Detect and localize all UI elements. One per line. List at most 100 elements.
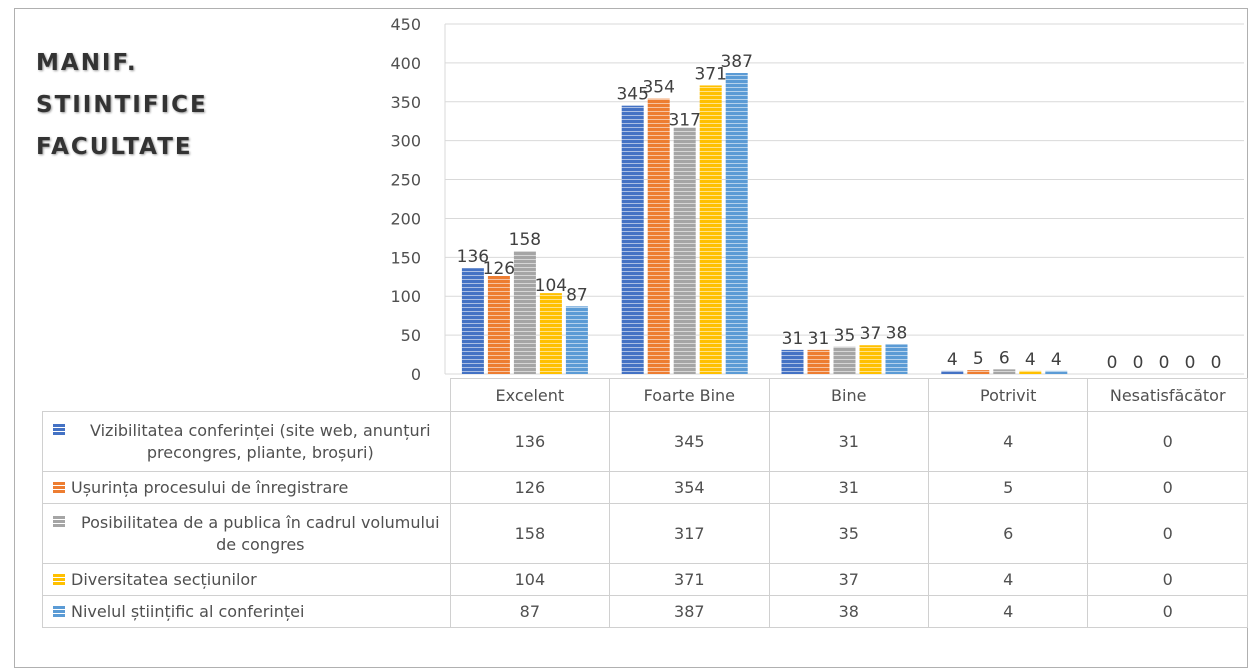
data-label: 345: [616, 85, 648, 105]
table-cell-value: 4: [927, 563, 1089, 596]
bar: [725, 73, 748, 374]
data-label: 387: [720, 52, 752, 72]
table-cell-value: 37: [768, 563, 929, 596]
legend-entry: Nivelul științific al conferinței: [42, 595, 451, 628]
data-label: 0: [1133, 353, 1144, 373]
table-cell-value: 31: [768, 471, 929, 504]
legend-key-icon: [53, 605, 65, 618]
x-tick-label: Nesatisfăcător: [1087, 378, 1248, 412]
table-cell-value: 0: [1087, 595, 1248, 628]
x-tick-label: Bine: [768, 378, 929, 412]
series-name: Posibilitatea de a publica în cadrul vol…: [81, 512, 440, 554]
data-label: 38: [886, 323, 908, 343]
bar: [885, 344, 908, 374]
chart-title: MANIF. STIINTIFICE FACULTATE: [36, 42, 336, 168]
bar: [859, 345, 882, 374]
data-label: 6: [999, 348, 1010, 368]
table-cell-value: 6: [927, 503, 1089, 564]
data-label: 0: [1159, 353, 1170, 373]
table-cell-value: 4: [927, 411, 1089, 472]
table-cell-value: 158: [449, 503, 611, 564]
data-label: 0: [1211, 353, 1222, 373]
table-cell-value: 0: [1087, 471, 1248, 504]
bar: [461, 268, 484, 374]
bar: [513, 251, 536, 374]
y-tick-label: 250: [390, 171, 421, 190]
data-label: 4: [947, 350, 958, 370]
legend-entry: Diversitatea secțiunilor: [42, 563, 451, 596]
legend-entry: Ușurința procesului de înregistrare: [42, 471, 451, 504]
series-name: Ușurința procesului de înregistrare: [71, 477, 349, 497]
y-tick-label: 400: [390, 54, 421, 73]
x-tick-label: Potrivit: [927, 378, 1089, 412]
data-label: 0: [1107, 353, 1118, 373]
table-row: Posibilitatea de a publica în cadrul vol…: [42, 503, 1248, 564]
y-axis-ticks: 0 50 100 150 200 250 300 350 400 450: [390, 15, 421, 380]
data-label: 104: [535, 276, 567, 296]
bar: [807, 349, 830, 374]
series-name: Nivelul științific al conferinței: [71, 601, 305, 621]
data-label: 31: [782, 329, 804, 349]
table-cell-value: 354: [609, 471, 770, 504]
bar: [565, 306, 588, 374]
table-cell-value: 35: [768, 503, 929, 564]
series-name: Vizibilitatea conferinței (site web, anu…: [90, 420, 431, 462]
legend-key-icon: [53, 423, 65, 436]
chart-title-line-1: MANIF.: [36, 50, 138, 76]
x-tick-label: Foarte Bine: [609, 378, 770, 412]
data-label: 87: [566, 285, 588, 305]
data-label: 354: [642, 78, 674, 98]
series-name: Diversitatea secțiunilor: [71, 569, 257, 589]
legend-key-icon: [53, 481, 65, 494]
data-label: 5: [973, 349, 984, 369]
bar: [967, 370, 990, 374]
table-row: Vizibilitatea conferinței (site web, anu…: [42, 411, 1248, 472]
legend-key-icon: [53, 515, 65, 528]
table-cell-value: 126: [449, 471, 611, 504]
chart-title-line-3: FACULTATE: [36, 134, 193, 160]
bar: [1019, 370, 1042, 374]
gridlines: [444, 23, 1244, 375]
table-corner: [42, 378, 451, 412]
table-cell-value: 371: [609, 563, 770, 596]
table-cell-value: 0: [1087, 503, 1248, 564]
table-cell-value: 136: [449, 411, 611, 472]
bar: [699, 85, 722, 374]
chart-title-line-2: STIINTIFICE: [36, 92, 208, 118]
y-tick-label: 300: [390, 132, 421, 151]
data-label: 317: [668, 110, 700, 130]
table-cell-value: 387: [609, 595, 770, 628]
table-cell-value: 87: [449, 595, 611, 628]
bar: [487, 276, 510, 374]
table-row: Diversitatea secțiunilor 104 371 37 4 0: [42, 563, 1248, 596]
data-label: 126: [483, 259, 515, 279]
table-row: Ușurința procesului de înregistrare 126 35…: [42, 471, 1248, 504]
bar: [621, 105, 644, 375]
table-cell-value: 0: [1087, 563, 1248, 596]
y-tick-label: 100: [390, 287, 421, 306]
chart-data-table: Excelent Foarte Bine Bine Potrivit Nesatisfă…: [42, 378, 1248, 628]
bar: [673, 127, 696, 374]
y-tick-label: 50: [401, 326, 421, 345]
data-label: 37: [860, 324, 882, 344]
bar: [539, 293, 562, 374]
data-label: 158: [509, 230, 541, 250]
data-label: 136: [457, 247, 489, 267]
table-cell-value: 0: [1087, 411, 1248, 472]
table-cell-value: 4: [927, 595, 1089, 628]
table-cell-value: 317: [609, 503, 770, 564]
y-tick-label: 200: [390, 209, 421, 228]
table-cell-value: 345: [609, 411, 770, 472]
bar: [941, 370, 964, 374]
y-tick-label: 450: [390, 15, 421, 34]
x-tick-label: Excelent: [449, 378, 611, 412]
data-label: 4: [1051, 350, 1062, 370]
y-tick-label: 150: [390, 248, 421, 267]
legend-entry: Posibilitatea de a publica în cadrul vol…: [42, 503, 451, 564]
legend-key-icon: [53, 573, 65, 586]
bars: [461, 73, 1068, 375]
bar: [833, 346, 856, 374]
bar: [993, 369, 1016, 374]
bar: [1045, 370, 1068, 374]
table-cell-value: 31: [768, 411, 929, 472]
